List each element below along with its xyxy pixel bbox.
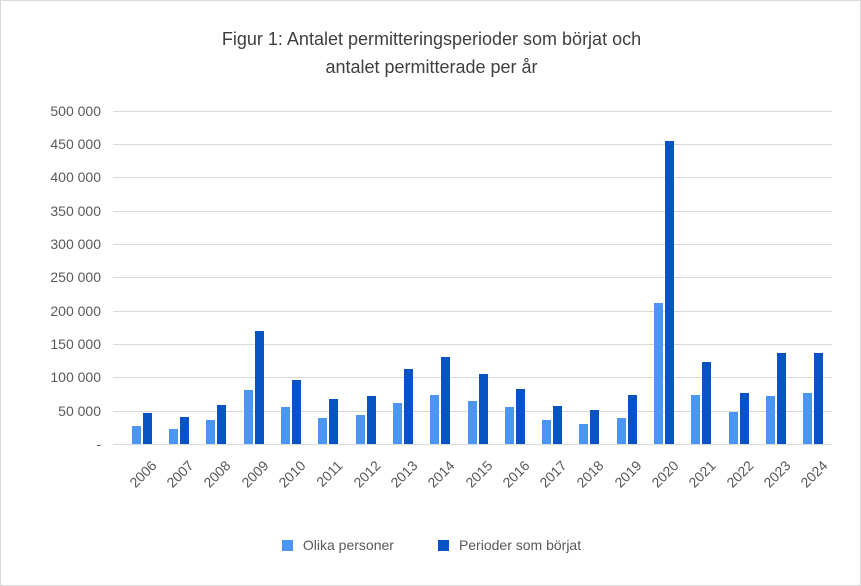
bar-perioder-som-borjat-2017 bbox=[553, 405, 563, 444]
legend-item-olika-personer: Olika personer bbox=[281, 537, 394, 553]
bar-olika-personer-2008 bbox=[206, 419, 216, 444]
legend-label-perioder-som-borjat: Perioder som börjat bbox=[458, 537, 582, 553]
x-axis-tick-label: 2023 bbox=[760, 457, 794, 491]
y-axis-tick-label: 200 000 bbox=[50, 302, 101, 319]
bar-olika-personer-2018 bbox=[579, 423, 589, 444]
x-axis-tick-label: 2009 bbox=[237, 457, 272, 491]
y-axis-tick-label: 250 000 bbox=[50, 269, 101, 286]
bar-perioder-som-borjat-2014 bbox=[441, 357, 451, 444]
gridline bbox=[113, 377, 832, 379]
legend-label-olika-personer: Olika personer bbox=[302, 537, 394, 553]
y-axis-tick-label: 300 000 bbox=[50, 235, 101, 252]
x-axis-tick-label: 2012 bbox=[349, 457, 384, 491]
x-axis-tick-label: 2006 bbox=[125, 457, 160, 491]
bar-olika-personer-2019 bbox=[616, 417, 626, 444]
bar-olika-personer-2006 bbox=[131, 425, 141, 444]
x-axis-tick-label: 2007 bbox=[163, 457, 197, 491]
bar-perioder-som-borjat-2006 bbox=[142, 413, 152, 444]
chart-title-line-2: antalet permitterade per år bbox=[325, 57, 538, 77]
x-axis-tick-label: 2008 bbox=[200, 457, 234, 491]
bar-olika-personer-2010 bbox=[280, 407, 290, 444]
chart-title-line-1: Figur 1: Antalet permitteringsperioder s… bbox=[221, 29, 642, 49]
bar-olika-personer-2020 bbox=[654, 303, 664, 444]
bar-perioder-som-borjat-2016 bbox=[515, 389, 525, 444]
y-axis-tick-label: 500 000 bbox=[50, 102, 101, 119]
bar-olika-personer-2009 bbox=[243, 389, 253, 444]
y-axis-tick-label: 450 000 bbox=[50, 135, 101, 152]
bar-perioder-som-borjat-2020 bbox=[665, 140, 675, 444]
gridline bbox=[113, 210, 832, 212]
gridline bbox=[113, 177, 832, 179]
bar-olika-personer-2014 bbox=[430, 395, 440, 444]
bar-olika-personer-2021 bbox=[691, 394, 701, 444]
x-axis-tick-label: 2019 bbox=[611, 457, 645, 491]
bar-perioder-som-borjat-2022 bbox=[739, 392, 749, 444]
x-axis-tick-label: 2011 bbox=[313, 457, 346, 490]
bar-perioder-som-borjat-2009 bbox=[254, 331, 264, 444]
bar-perioder-som-borjat-2015 bbox=[478, 373, 488, 444]
x-axis-tick-label: 2010 bbox=[275, 457, 309, 491]
gridline bbox=[113, 277, 832, 279]
y-axis-tick-label: 100 000 bbox=[50, 369, 101, 386]
legend-swatch-perioder-som-borjat bbox=[437, 539, 449, 551]
bar-olika-personer-2024 bbox=[803, 393, 813, 444]
gridline bbox=[113, 110, 832, 112]
gridline bbox=[113, 444, 832, 445]
bar-perioder-som-borjat-2011 bbox=[329, 399, 339, 444]
y-axis-tick-label: 350 000 bbox=[50, 202, 101, 219]
x-axis-tick-label: 2022 bbox=[722, 457, 757, 491]
x-axis-tick-label: 2024 bbox=[797, 457, 831, 491]
x-axis-tick-label: 2015 bbox=[461, 457, 496, 491]
gridline bbox=[113, 343, 832, 345]
bar-olika-personer-2012 bbox=[355, 415, 365, 444]
gridline bbox=[113, 243, 832, 245]
legend-swatch-olika-personer bbox=[281, 539, 293, 551]
bar-olika-personer-2023 bbox=[766, 395, 776, 444]
bar-perioder-som-borjat-2010 bbox=[291, 379, 301, 444]
bar-olika-personer-2007 bbox=[168, 429, 178, 444]
bar-perioder-som-borjat-2013 bbox=[403, 368, 413, 444]
chart-title: Figur 1: Antalet permitteringsperioder s… bbox=[7, 25, 856, 81]
x-axis-tick-label: 2016 bbox=[499, 457, 533, 491]
bar-perioder-som-borjat-2008 bbox=[217, 404, 227, 444]
bar-perioder-som-borjat-2007 bbox=[179, 417, 189, 444]
bar-olika-personer-2017 bbox=[542, 419, 552, 444]
legend: Olika personer Perioder som börjat bbox=[1, 537, 860, 553]
legend-item-perioder-som-borjat: Perioder som börjat bbox=[437, 537, 582, 553]
gridline bbox=[113, 143, 832, 145]
y-axis-tick-label: 400 000 bbox=[50, 169, 101, 186]
gridline bbox=[113, 310, 832, 312]
bar-perioder-som-borjat-2021 bbox=[702, 361, 712, 444]
bar-olika-personer-2015 bbox=[467, 400, 477, 444]
x-axis-tick-label: 2021 bbox=[685, 457, 719, 491]
bar-perioder-som-borjat-2023 bbox=[777, 353, 787, 444]
x-axis-tick-label: 2017 bbox=[536, 457, 570, 491]
bar-olika-personer-2016 bbox=[504, 407, 514, 444]
bar-olika-personer-2013 bbox=[392, 403, 402, 444]
y-axis-tick-label: 50 000 bbox=[58, 402, 101, 419]
bar-perioder-som-borjat-2019 bbox=[627, 395, 637, 444]
x-axis-tick-label: 2014 bbox=[424, 457, 458, 491]
y-axis-tick-label: 150 000 bbox=[50, 335, 101, 352]
bar-perioder-som-borjat-2024 bbox=[814, 353, 824, 444]
bar-perioder-som-borjat-2018 bbox=[590, 409, 600, 444]
x-axis-tick-label: 2020 bbox=[648, 457, 682, 491]
bar-olika-personer-2022 bbox=[728, 411, 738, 444]
x-axis-tick-label: 2013 bbox=[387, 457, 421, 491]
bar-perioder-som-borjat-2012 bbox=[366, 395, 376, 444]
y-axis-tick-label: - bbox=[96, 436, 101, 452]
bar-olika-personer-2011 bbox=[318, 417, 328, 444]
x-axis-tick-label: 2018 bbox=[573, 457, 608, 491]
